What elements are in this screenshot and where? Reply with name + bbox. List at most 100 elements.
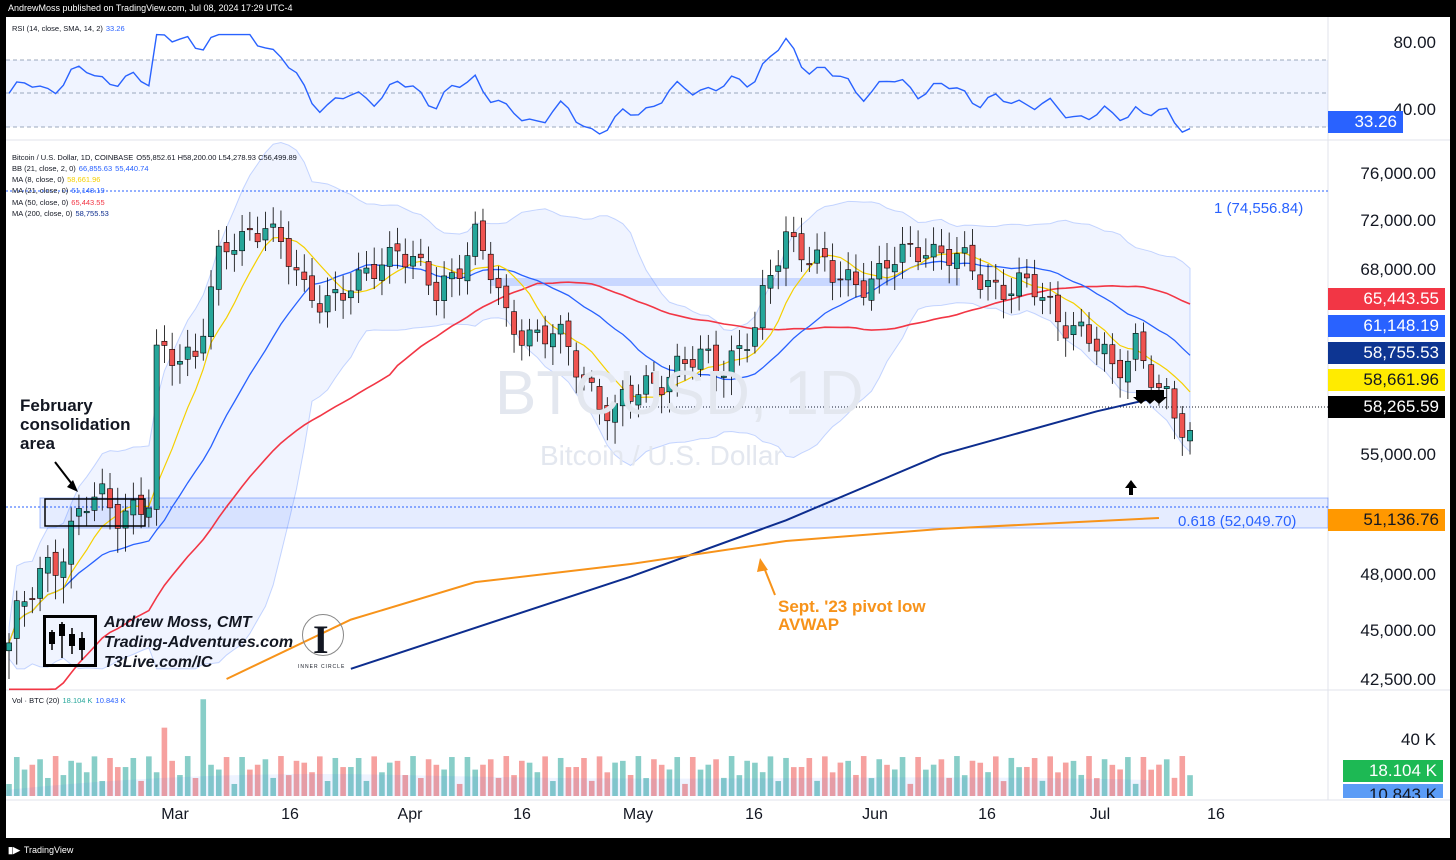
volume-bar bbox=[1163, 759, 1170, 796]
date-jun-16: 16 bbox=[978, 806, 996, 823]
volume-bar bbox=[938, 759, 945, 796]
feb-line-1: February bbox=[20, 396, 93, 415]
volume-bar bbox=[1086, 756, 1092, 796]
watermark-ticker: BTCUSD, 1D bbox=[495, 359, 864, 428]
volume-bar bbox=[200, 699, 207, 796]
candle-body bbox=[557, 323, 564, 335]
symbol-label: Bitcoin / U.S. Dollar, 1D, COINBASE bbox=[12, 153, 134, 162]
candle-body bbox=[425, 261, 432, 286]
volume-bar bbox=[1117, 769, 1123, 796]
candle-body bbox=[433, 281, 440, 301]
volume-bar bbox=[992, 756, 999, 796]
volume-bar bbox=[1062, 762, 1069, 796]
candle-body bbox=[542, 325, 549, 345]
volume-bar bbox=[643, 778, 649, 796]
volume-ma-area bbox=[6, 774, 1150, 796]
volume-bar bbox=[348, 767, 354, 796]
volume-value-1: 18.104 K bbox=[62, 696, 93, 705]
candle-body bbox=[1187, 430, 1193, 442]
candle-body bbox=[1016, 272, 1022, 297]
fib-level-1: 1 (74,556.84) bbox=[1214, 200, 1304, 217]
volume-bar bbox=[526, 762, 533, 796]
volume-bar bbox=[612, 762, 618, 796]
candle-body bbox=[1140, 331, 1147, 362]
candle-body bbox=[21, 601, 28, 607]
logo-candle-3 bbox=[79, 638, 85, 650]
volume-bar bbox=[1179, 756, 1186, 796]
watermark-name: Bitcoin / U.S. Dollar bbox=[540, 440, 783, 471]
volume-bar bbox=[837, 762, 844, 796]
chart-panel bbox=[6, 17, 1450, 838]
candle-body bbox=[954, 253, 960, 269]
fib-zone bbox=[39, 497, 1329, 529]
volume-bar bbox=[425, 759, 432, 796]
bb-legend: BB (21, close, 2, 0) 66,855.63 55,440.74 bbox=[12, 164, 149, 173]
volume-label: Vol · BTC (20) bbox=[12, 696, 60, 705]
ma200-label: MA (200, close, 0) bbox=[12, 209, 73, 218]
candle-body bbox=[853, 271, 859, 285]
volume-bar bbox=[1047, 756, 1053, 796]
volume-bar bbox=[775, 781, 782, 796]
volume-bar bbox=[1039, 780, 1046, 796]
volume-bar bbox=[37, 759, 43, 796]
volume-bar bbox=[464, 757, 471, 796]
resistance-zone bbox=[490, 278, 960, 286]
candle-body bbox=[184, 346, 191, 360]
candle-body bbox=[480, 220, 486, 251]
candle-body bbox=[705, 348, 712, 351]
volume-bar bbox=[223, 757, 230, 796]
volume-bar bbox=[565, 767, 572, 796]
candle-body bbox=[744, 349, 751, 351]
candle-body bbox=[246, 228, 253, 231]
candle-body bbox=[169, 349, 176, 366]
feb-annotation: February consolidation area bbox=[20, 396, 131, 453]
volume-bar bbox=[977, 762, 984, 796]
candle-body bbox=[145, 507, 152, 518]
volume-bar bbox=[91, 756, 98, 796]
volume-bar bbox=[1109, 764, 1116, 796]
volume-bar bbox=[713, 759, 719, 796]
volume-bar bbox=[1140, 756, 1147, 796]
candle-body bbox=[1179, 413, 1186, 438]
candle-body bbox=[316, 303, 323, 313]
volume-bar bbox=[487, 759, 494, 796]
volume-bar bbox=[946, 777, 952, 796]
candle-body bbox=[549, 333, 556, 348]
bb-label: BB (21, close, 2, 0) bbox=[12, 164, 76, 173]
volume-bar bbox=[853, 774, 859, 796]
candle-body bbox=[1031, 274, 1038, 298]
volume-bar bbox=[495, 777, 502, 796]
candle-body bbox=[441, 275, 448, 301]
candle-body bbox=[6, 642, 12, 652]
candle-body bbox=[1062, 325, 1069, 339]
feb-arrow-head-icon bbox=[67, 480, 78, 492]
volume-bar bbox=[822, 756, 828, 796]
candle-body bbox=[192, 350, 199, 357]
volume-bar bbox=[324, 781, 331, 796]
candle-body bbox=[37, 568, 43, 599]
rsi-line bbox=[8, 33, 1191, 135]
volume-bar bbox=[239, 757, 245, 796]
candle-body bbox=[899, 243, 906, 263]
volume-bar bbox=[379, 772, 385, 796]
candle-body bbox=[713, 344, 719, 374]
fib-level-618: 0.618 (52,049.70) bbox=[1178, 513, 1297, 530]
candle-body bbox=[285, 238, 292, 267]
candle-body bbox=[790, 232, 797, 238]
volume-bar bbox=[635, 756, 642, 796]
candle-body bbox=[355, 269, 362, 291]
volume-bar bbox=[177, 775, 183, 796]
rsi-legend: RSI (14, close, SMA, 14, 2) 33.26 bbox=[12, 24, 125, 33]
badge-last-price: 58,265.59 bbox=[1328, 396, 1445, 418]
volume-bar bbox=[301, 762, 308, 796]
volume-bar bbox=[767, 756, 774, 796]
candle-body bbox=[829, 260, 836, 283]
candle-body bbox=[254, 233, 261, 243]
volume-bar bbox=[285, 775, 292, 796]
candle-body bbox=[200, 335, 207, 354]
badge-avwap: 51,136.76 bbox=[1328, 509, 1445, 531]
candle-body bbox=[402, 253, 409, 268]
candle-body bbox=[1008, 293, 1015, 296]
candle-body bbox=[363, 267, 370, 274]
